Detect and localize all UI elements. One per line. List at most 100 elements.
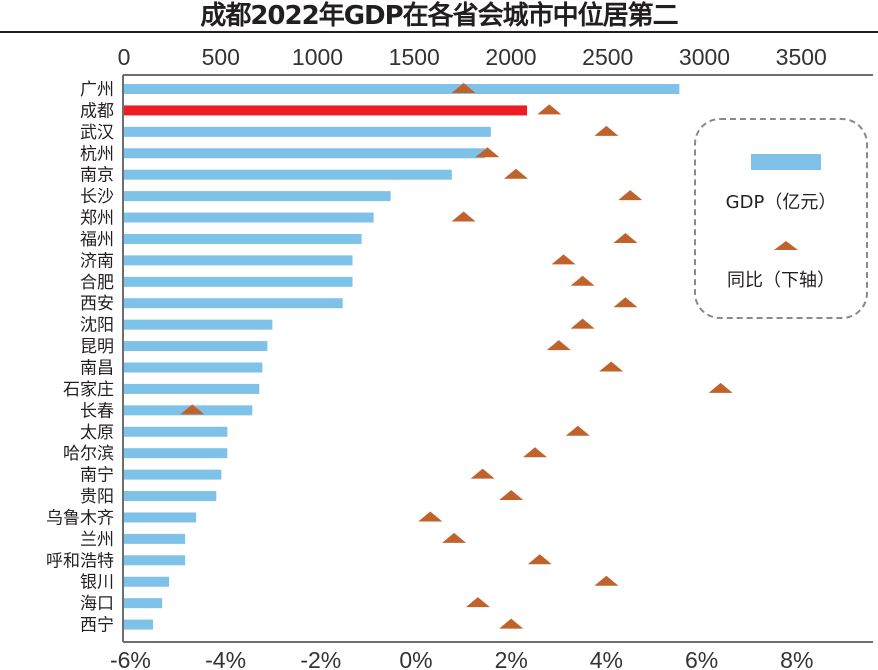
bottom-axis-ticks: -6% -4% -2% 0% 2% 4% 6% 8% xyxy=(110,647,813,670)
gdp-bar xyxy=(124,555,186,566)
chart-title: 成都2022年GDP在各省会城市中位居第二 xyxy=(200,1,678,31)
bottom-axis-tick-label: 6% xyxy=(685,647,718,670)
category-label: 沈阳 xyxy=(80,316,114,336)
growth-triangle-marker xyxy=(451,83,476,93)
bottom-axis-tick-label: -4% xyxy=(205,647,246,670)
growth-triangle-marker xyxy=(418,511,443,522)
growth-triangle-marker xyxy=(599,361,624,372)
growth-triangle-marker xyxy=(537,104,562,115)
gdp-bar xyxy=(124,84,680,94)
category-label: 石家庄 xyxy=(63,380,114,400)
gdp-bar xyxy=(124,126,491,137)
category-label: 武汉 xyxy=(80,123,114,143)
bottom-axis-tick-label: -2% xyxy=(300,647,341,670)
top-axis-tick-label: 500 xyxy=(202,44,240,70)
growth-triangle-marker xyxy=(546,340,571,351)
gdp-bar xyxy=(124,469,222,480)
gdp-bar xyxy=(124,576,170,587)
category-label: 郑州 xyxy=(80,209,114,229)
category-label: 杭州 xyxy=(80,144,114,164)
category-label: 兰州 xyxy=(80,530,114,550)
gdp-bar xyxy=(124,233,362,244)
category-label: 贵阳 xyxy=(80,487,114,507)
top-axis-ticks: 0 500 1000 1500 2000 2500 3000 3500 xyxy=(118,44,827,70)
title-divider xyxy=(0,31,878,33)
gdp-bar-highlighted xyxy=(124,105,528,116)
bottom-axis-tick-label: -6% xyxy=(110,647,151,670)
growth-triangle-marker xyxy=(594,575,619,586)
category-label: 南宁 xyxy=(80,466,114,486)
category-label: 济南 xyxy=(80,251,114,271)
category-label: 成都 xyxy=(80,101,114,121)
growth-triangle-marker xyxy=(565,425,590,436)
gdp-bar xyxy=(124,362,263,373)
top-axis-tick-label: 2000 xyxy=(485,44,536,70)
gdp-bar xyxy=(124,598,163,609)
legend-gdp-label: GDP（亿元） xyxy=(725,192,837,213)
growth-triangle-marker xyxy=(613,232,638,243)
bottom-axis-tick-label: 8% xyxy=(780,647,813,670)
growth-triangle-marker xyxy=(180,404,205,415)
growth-triangle-marker xyxy=(594,125,619,136)
growth-triangle-marker xyxy=(551,254,576,265)
legend-gdp-swatch xyxy=(751,154,821,170)
category-label: 西宁 xyxy=(80,616,114,636)
gdp-bar xyxy=(124,448,228,459)
category-label: 南昌 xyxy=(80,359,114,379)
gdp-bar xyxy=(124,426,228,437)
category-label: 南京 xyxy=(80,166,114,186)
gdp-bar xyxy=(124,319,273,330)
growth-triangle-marker xyxy=(570,318,595,329)
growth-triangle-marker xyxy=(465,597,490,608)
category-label: 呼和浩特 xyxy=(46,551,114,571)
category-label: 长春 xyxy=(80,401,114,421)
gdp-bar xyxy=(124,169,452,180)
bottom-axis-tick-label: 0% xyxy=(399,647,432,670)
gdp-bar xyxy=(124,298,343,309)
growth-triangle-marker xyxy=(570,275,595,286)
category-label: 西安 xyxy=(80,294,114,314)
top-axis-tick-label: 3500 xyxy=(776,44,827,70)
category-label: 太原 xyxy=(80,423,114,443)
category-label: 长沙 xyxy=(80,187,114,207)
category-label: 合肥 xyxy=(80,273,114,293)
growth-triangle-marker xyxy=(442,532,467,543)
category-label: 哈尔滨 xyxy=(63,444,114,464)
growth-triangle-marker xyxy=(618,190,643,201)
plot-frame xyxy=(122,74,873,643)
gdp-bar xyxy=(124,512,197,523)
top-axis-tick-label: 0 xyxy=(118,44,131,70)
gdp-bar xyxy=(124,341,268,352)
gdp-bar xyxy=(124,148,485,159)
growth-markers xyxy=(180,83,733,629)
top-axis-tick-label: 3000 xyxy=(679,44,730,70)
growth-triangle-marker xyxy=(451,211,476,222)
gdp-bar xyxy=(124,533,186,544)
top-axis-tick-label: 1500 xyxy=(389,44,440,70)
growth-triangle-marker xyxy=(503,168,528,179)
growth-triangle-marker xyxy=(708,382,733,393)
growth-triangle-marker xyxy=(499,618,524,629)
growth-triangle-marker xyxy=(613,297,638,308)
top-axis-tick-label: 1000 xyxy=(292,44,343,70)
gdp-bar xyxy=(124,255,353,266)
legend-growth-triangle-icon xyxy=(774,241,798,250)
category-label: 银川 xyxy=(80,573,114,593)
gdp-bar xyxy=(124,383,260,394)
category-label: 乌鲁木齐 xyxy=(46,508,114,528)
bottom-axis-tick-label: 2% xyxy=(495,647,528,670)
growth-triangle-marker xyxy=(470,468,495,479)
category-label: 海口 xyxy=(80,594,114,614)
gdp-bar xyxy=(124,191,391,202)
growth-triangle-marker xyxy=(499,490,524,501)
growth-triangle-marker xyxy=(527,554,552,565)
gdp-bars xyxy=(124,84,680,630)
legend: GDP（亿元） 同比（下轴） xyxy=(694,118,868,319)
category-label: 广州 xyxy=(80,80,114,100)
category-label: 福州 xyxy=(80,230,114,250)
bottom-axis-tick-label: 4% xyxy=(590,647,623,670)
growth-triangle-marker xyxy=(523,447,547,458)
growth-triangle-marker xyxy=(475,147,500,158)
gdp-bar xyxy=(124,619,154,630)
